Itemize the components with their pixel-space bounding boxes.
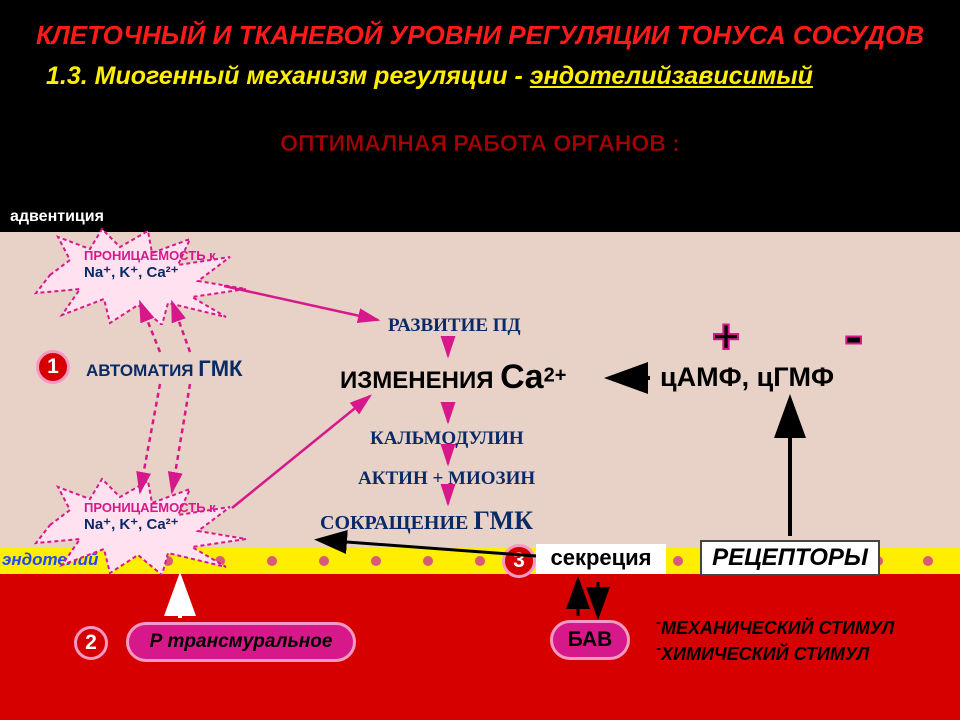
actin-myosin: АКТИН + МИОЗИН — [358, 468, 535, 490]
ions-bottom: Na⁺, K⁺, Ca²⁺ — [84, 515, 216, 533]
optimal-block: ОПТИМАЛНАЯ РАБОТА ОРГАНОВ : - функционал… — [0, 130, 960, 215]
ca-prefix: ИЗМЕНЕНИЯ — [340, 367, 500, 394]
sekrecia-box: секреция — [536, 544, 666, 574]
marker-2: 2 — [74, 626, 108, 660]
sokrashenie: СОКРАЩЕНИЕ ГМК — [320, 506, 533, 536]
stim-chem: -ХИМИЧЕСКИЙ СТИМУЛ — [656, 640, 869, 665]
opt-line1: - функциональная гиперемия, — [0, 159, 960, 186]
perm-label-top: ПРОНИЦАЕМОСТЬ к — [84, 248, 216, 263]
minus-sign: - — [844, 302, 863, 369]
opt-line2: - стабилизация кровотока — [0, 188, 960, 215]
automatia-small: АВТОМАТИЯ — [86, 361, 198, 380]
ca-sup: 2+ — [544, 365, 567, 387]
perm-label-bottom: ПРОНИЦАЕМОСТЬ к — [84, 500, 216, 515]
razvitie-pd: РАЗВИТИЕ ПД — [388, 315, 521, 337]
opt-header: ОПТИМАЛНАЯ РАБОТА ОРГАНОВ : — [0, 130, 960, 157]
stim-mech: -МЕХАНИЧЕСКИЙ СТИМУЛ — [656, 614, 894, 639]
receptors-box: РЕЦЕПТОРЫ — [700, 540, 880, 576]
stim-chem-text: ХИМИЧЕСКИЙ СТИМУЛ — [661, 644, 869, 664]
subtitle-prefix: 1.3. Миогенный механизм регуляции - — [46, 62, 523, 90]
plus-sign: + — [712, 310, 740, 365]
endothelium-label: эндотелий — [2, 550, 98, 570]
p-trans-oval: Р трансмуральное — [126, 622, 356, 662]
camf-cgmf: цАМФ, цГМФ — [660, 362, 834, 393]
sokr-small: СОКРАЩЕНИЕ — [320, 512, 473, 534]
subtitle: 1.3. Миогенный механизм регуляции - эндо… — [46, 62, 813, 91]
subtitle-suffix: эндотелийзависимый — [530, 62, 813, 90]
calmodulin: КАЛЬМОДУЛИН — [370, 428, 524, 450]
sokr-big: ГМК — [473, 506, 533, 535]
perm-top: ПРОНИЦАЕМОСТЬ к Na⁺, K⁺, Ca²⁺ — [84, 248, 216, 281]
marker-3: 3 — [502, 544, 536, 578]
stim-mech-text: МЕХАНИЧЕСКИЙ СТИМУЛ — [661, 618, 894, 638]
ions-top: Na⁺, K⁺, Ca²⁺ — [84, 263, 216, 281]
perm-bottom: ПРОНИЦАЕМОСТЬ к Na⁺, K⁺, Ca²⁺ — [84, 500, 216, 533]
automatia-label: АВТОМАТИЯ ГМК — [86, 356, 242, 382]
izmen-ca: ИЗМЕНЕНИЯ Ca2+ — [340, 358, 566, 397]
automatia-big: ГМК — [198, 356, 242, 381]
title-main: КЛЕТОЧНЫЙ И ТКАНЕВОЙ УРОВНИ РЕГУЛЯЦИИ ТО… — [0, 20, 960, 51]
bav-oval: БАВ — [550, 620, 630, 660]
ca-main: Ca — [500, 358, 543, 396]
marker-1: 1 — [36, 350, 70, 384]
